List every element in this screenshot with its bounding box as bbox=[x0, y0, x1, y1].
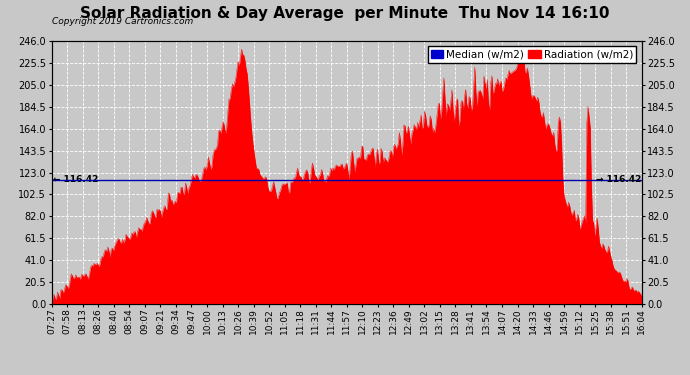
Text: Copyright 2019 Cartronics.com: Copyright 2019 Cartronics.com bbox=[52, 17, 193, 26]
Text: Solar Radiation & Day Average  per Minute  Thu Nov 14 16:10: Solar Radiation & Day Average per Minute… bbox=[80, 6, 610, 21]
Text: ← 116.42: ← 116.42 bbox=[53, 175, 98, 184]
Text: → 116.42: → 116.42 bbox=[596, 175, 642, 184]
Legend: Median (w/m2), Radiation (w/m2): Median (w/m2), Radiation (w/m2) bbox=[428, 46, 636, 63]
